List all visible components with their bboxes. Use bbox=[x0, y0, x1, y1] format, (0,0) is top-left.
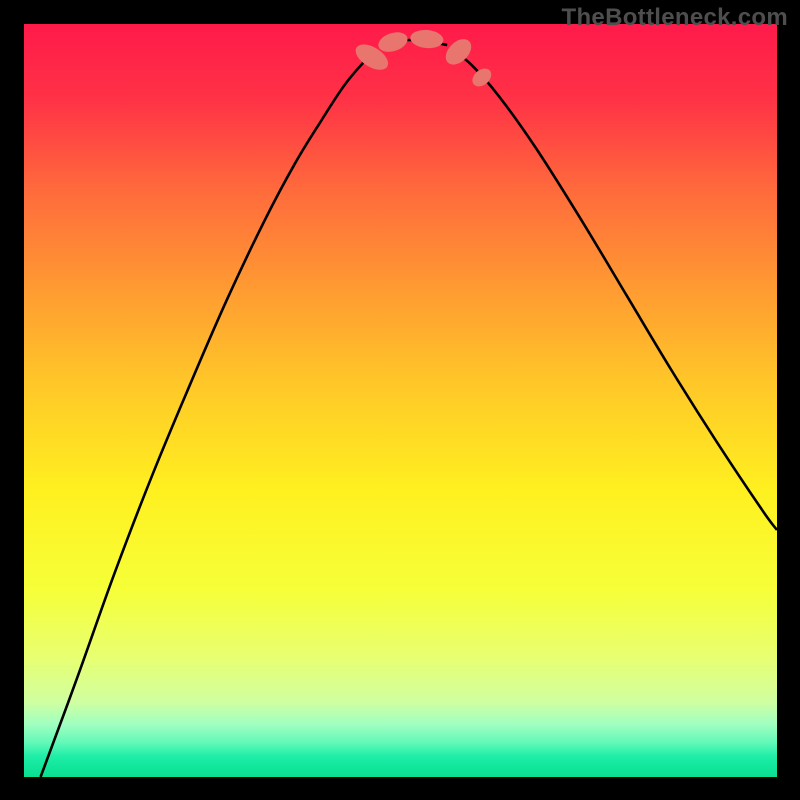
attribution-text: TheBottleneck.com bbox=[562, 4, 788, 32]
gradient-background bbox=[24, 24, 777, 777]
outer-frame: TheBottleneck.com bbox=[0, 0, 800, 800]
chart-svg bbox=[24, 24, 777, 777]
plot-area bbox=[24, 24, 777, 777]
